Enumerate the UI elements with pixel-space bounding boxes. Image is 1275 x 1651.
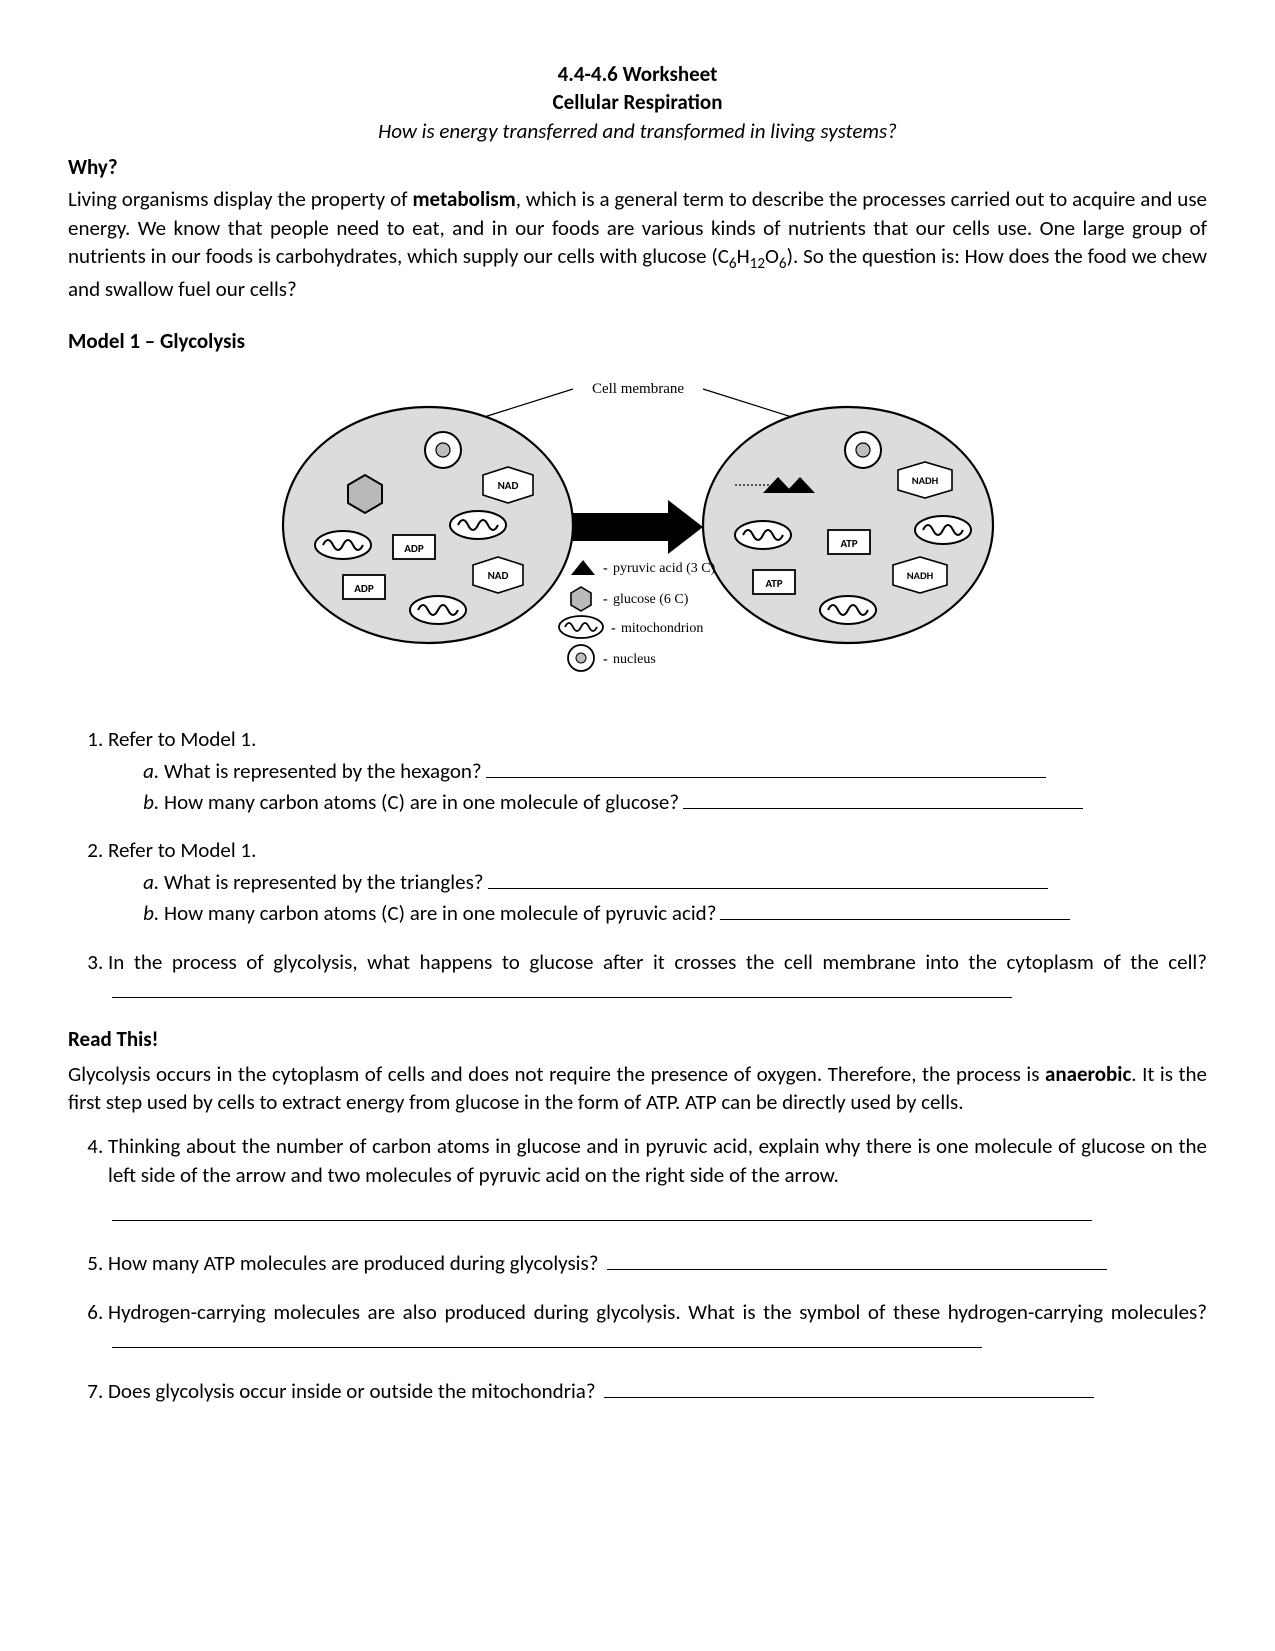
svg-text:ADP: ADP <box>404 542 424 555</box>
q1b-blank[interactable] <box>683 787 1083 809</box>
q4-blank[interactable] <box>112 1199 1092 1221</box>
q1a: What is represented by the hexagon? <box>164 756 1207 785</box>
atp-box-1: ATP <box>828 530 870 554</box>
q7-text: Does glycolysis occur inside or outside … <box>108 1378 596 1404</box>
svg-text:NAD: NAD <box>497 479 518 492</box>
q3-blank[interactable] <box>112 976 1012 998</box>
q5: How many ATP molecules are produced duri… <box>108 1248 1207 1277</box>
right-cell: NADH NADH ATP ATP <box>703 407 993 643</box>
q2a-blank[interactable] <box>488 867 1048 889</box>
q6-text: Hydrogen-carrying molecules are also pro… <box>108 1299 1207 1325</box>
q2: Refer to Model 1. What is represented by… <box>108 836 1207 927</box>
why-heading: Why? <box>68 153 1207 181</box>
worksheet-header: 4.4-4.6 Worksheet Cellular Respiration H… <box>68 60 1207 145</box>
mito-right-3 <box>820 596 876 624</box>
nadh-box-2: NADH <box>893 557 947 593</box>
atp-box-2: ATP <box>753 570 795 594</box>
left-cell: NAD NAD ADP ADP <box>283 407 573 643</box>
q1: Refer to Model 1. What is represented by… <box>108 725 1207 816</box>
mito-right-2 <box>915 516 971 544</box>
q1a-blank[interactable] <box>486 756 1046 778</box>
q3-text: In the process of glycolysis, what happe… <box>108 949 1207 975</box>
nucleus-left <box>425 432 461 468</box>
legend-glucose: glucose (6 C) <box>613 592 689 607</box>
why-text-1: Living organisms display the property of <box>68 186 412 212</box>
svg-text:-: - <box>603 592 608 607</box>
chem-sub-2: 12 <box>750 255 765 273</box>
svg-text:NADH: NADH <box>906 569 933 582</box>
mito-right-1 <box>735 521 791 549</box>
legend-mito: mitochondrion <box>621 621 703 636</box>
q2a: What is represented by the triangles? <box>164 867 1207 896</box>
adp-box-2: ADP <box>343 575 385 599</box>
cell-membrane-label: Cell membrane <box>591 381 683 397</box>
nad-box-1: NAD <box>483 467 533 503</box>
worksheet-title: 4.4-4.6 Worksheet <box>68 60 1207 88</box>
chem-sub-1: 6 <box>729 255 737 273</box>
legend-pyruvic: pyruvic acid (3 C) <box>613 561 716 576</box>
readthis-bold: anaerobic <box>1045 1061 1131 1087</box>
q6-blank[interactable] <box>112 1326 982 1348</box>
legend-nucleus: nucleus <box>613 652 656 667</box>
svg-text:ATP: ATP <box>765 577 782 590</box>
q5-text: How many ATP molecules are produced duri… <box>108 1250 598 1276</box>
q4-text: Thinking about the number of carbon atom… <box>108 1133 1207 1187</box>
worksheet-subtitle: Cellular Respiration <box>68 88 1207 116</box>
q1-stem: Refer to Model 1. <box>108 726 256 752</box>
nucleus-right <box>845 432 881 468</box>
adp-box-1: ADP <box>393 535 435 559</box>
nadh-box-1: NADH <box>898 462 952 498</box>
read-this-paragraph: Glycolysis occurs in the cytoplasm of ce… <box>68 1060 1207 1117</box>
q7-blank[interactable] <box>604 1376 1094 1398</box>
question-list-2: Thinking about the number of carbon atom… <box>68 1132 1207 1405</box>
q4: Thinking about the number of carbon atom… <box>108 1132 1207 1228</box>
nad-box-2: NAD <box>473 557 523 593</box>
question-list-1: Refer to Model 1. What is represented by… <box>68 725 1207 1005</box>
q1b: How many carbon atoms (C) are in one mol… <box>164 787 1207 816</box>
mito-left-3 <box>410 596 466 624</box>
process-arrow <box>573 500 703 554</box>
svg-text:NAD: NAD <box>487 569 508 582</box>
essential-question: How is energy transferred and transforme… <box>68 117 1207 145</box>
svg-text:ADP: ADP <box>354 582 374 595</box>
why-paragraph: Living organisms display the property of… <box>68 185 1207 303</box>
glycolysis-svg: Cell membrane NAD NAD ADP ADP <box>273 375 1003 695</box>
model1-heading: Model 1 – Glycolysis <box>68 327 1207 355</box>
svg-text:-: - <box>603 561 608 576</box>
chem-o: O <box>765 243 779 269</box>
q2b-blank[interactable] <box>720 898 1070 920</box>
why-bold-metabolism: metabolism <box>412 186 515 212</box>
svg-text:-: - <box>611 621 616 636</box>
read-this-heading: Read This! <box>68 1025 1207 1053</box>
svg-text:-: - <box>603 652 608 667</box>
chem-h: H <box>737 243 750 269</box>
readthis-prefix: Glycolysis occurs in the cytoplasm of ce… <box>68 1061 1045 1087</box>
q2-stem: Refer to Model 1. <box>108 837 256 863</box>
q6: Hydrogen-carrying molecules are also pro… <box>108 1298 1207 1356</box>
mito-left-2 <box>450 511 506 539</box>
svg-text:NADH: NADH <box>911 474 938 487</box>
chem-sub-3: 6 <box>779 255 787 273</box>
svg-text:ATP: ATP <box>840 537 857 550</box>
legend: - pyruvic acid (3 C) - glucose (6 C) - m… <box>559 560 716 671</box>
q3: In the process of glycolysis, what happe… <box>108 948 1207 1006</box>
q2b: How many carbon atoms (C) are in one mol… <box>164 898 1207 927</box>
q7: Does glycolysis occur inside or outside … <box>108 1376 1207 1405</box>
glycolysis-diagram: Cell membrane NAD NAD ADP ADP <box>68 375 1207 695</box>
q5-blank[interactable] <box>607 1248 1107 1270</box>
mito-left-1 <box>315 531 371 559</box>
